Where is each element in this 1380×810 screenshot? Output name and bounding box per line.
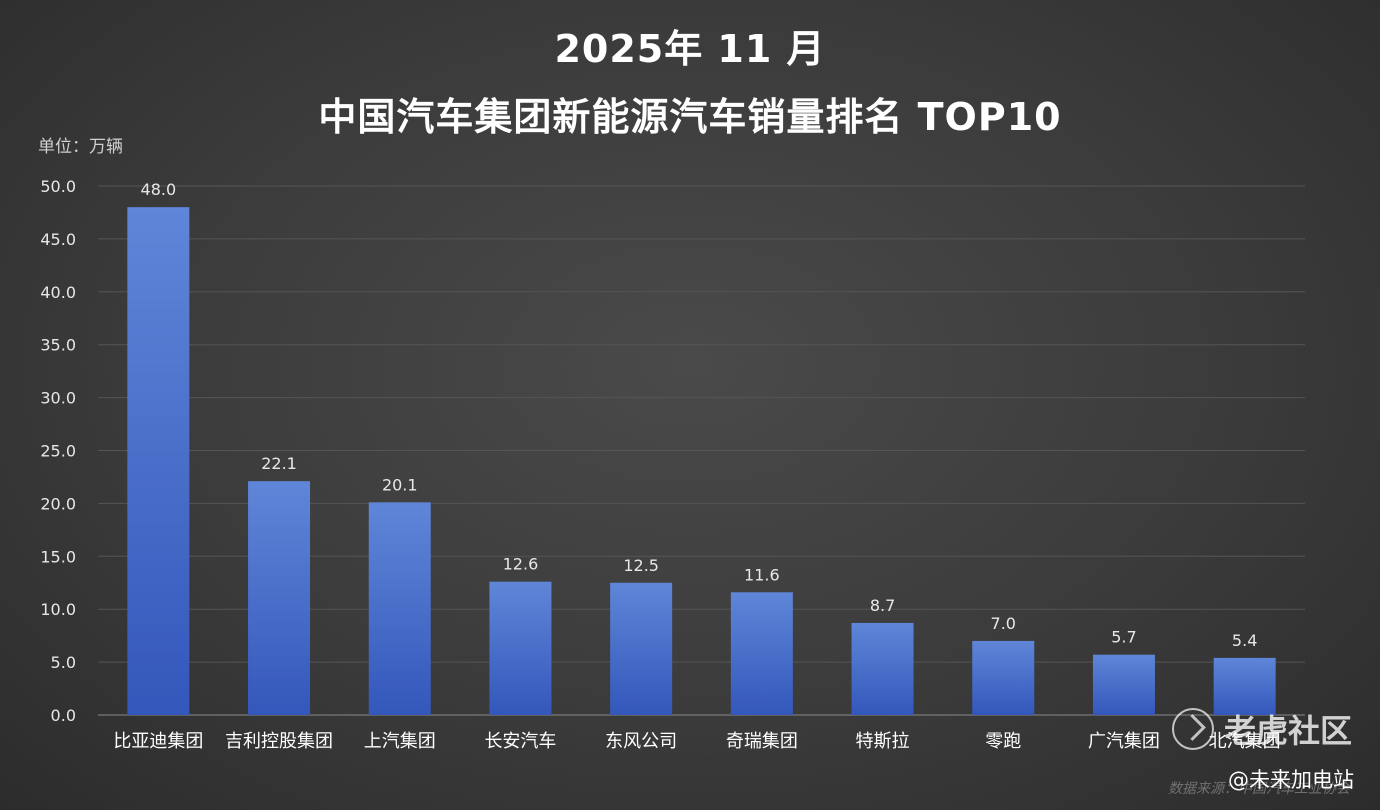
data-label: 20.1: [382, 475, 418, 494]
y-tick-label: 40.0: [40, 283, 76, 302]
brand-watermark: 老虎社区: [1171, 706, 1352, 752]
y-tick-label: 0.0: [51, 706, 76, 725]
brand-logo-icon: [1171, 708, 1214, 750]
unit-label: 单位：万辆: [38, 137, 123, 157]
y-tick-label: 45.0: [40, 230, 76, 249]
bar: [730, 592, 793, 715]
y-tick-label: 35.0: [40, 336, 76, 355]
data-label: 5.7: [1111, 628, 1136, 647]
chart-title-line2: 中国汽车集团新能源汽车销量排名 TOP10: [318, 95, 1062, 139]
y-tick-label: 30.0: [40, 389, 76, 408]
data-label: 12.5: [623, 556, 659, 575]
data-label: 22.1: [261, 454, 297, 473]
y-tick-label: 15.0: [40, 547, 76, 566]
data-label: 11.6: [744, 565, 780, 584]
x-tick-label: 东风公司: [605, 731, 677, 752]
x-tick-label: 吉利控股集团: [225, 731, 333, 752]
chart-title-line1: 2025年 11 月: [554, 27, 826, 71]
y-tick-label: 20.0: [40, 494, 76, 513]
bar: [489, 581, 552, 715]
x-tick-label: 比亚迪集团: [113, 731, 203, 752]
bar: [851, 622, 914, 715]
bar: [127, 207, 190, 715]
data-label: 5.4: [1232, 631, 1257, 650]
x-tick-label: 广汽集团: [1088, 731, 1160, 752]
y-tick-label: 10.0: [40, 600, 76, 619]
bar: [1092, 654, 1155, 715]
bar: [368, 502, 431, 715]
y-tick-label: 25.0: [40, 442, 76, 461]
x-tick-label: 上汽集团: [364, 731, 436, 752]
data-label: 48.0: [141, 180, 177, 199]
x-tick-label: 长安汽车: [484, 731, 556, 752]
x-tick-label: 北汽集团: [1209, 731, 1281, 752]
x-tick-label: 奇瑞集团: [726, 731, 798, 752]
bar: [248, 481, 311, 715]
y-tick-label: 50.0: [40, 177, 76, 196]
x-tick-label: 零跑: [985, 731, 1021, 752]
data-label: 12.6: [503, 555, 539, 574]
data-label: 7.0: [991, 614, 1016, 633]
author-handle: @未来加电站: [1228, 768, 1354, 792]
bar: [972, 640, 1035, 715]
data-source-note: 数据来源：中国汽车工业协会: [1168, 781, 1350, 797]
y-tick-label: 5.0: [51, 653, 76, 672]
bar: [610, 582, 673, 715]
data-label: 8.7: [870, 596, 895, 615]
brand-name: 老虎社区: [1223, 712, 1352, 750]
bar: [1213, 657, 1276, 715]
x-tick-label: 特斯拉: [856, 731, 910, 752]
